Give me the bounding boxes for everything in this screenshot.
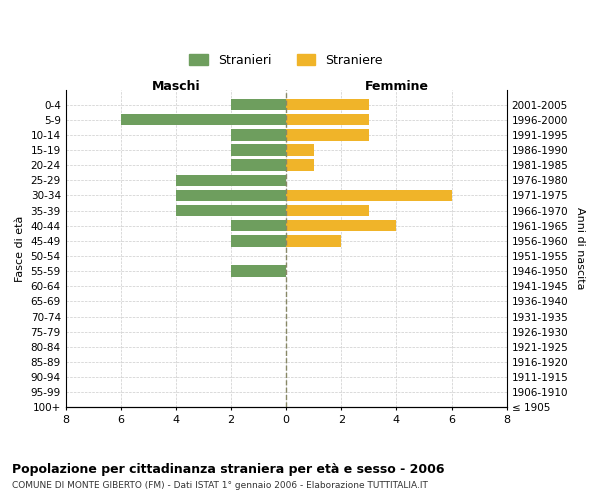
Text: Femmine: Femmine bbox=[364, 80, 428, 92]
Bar bbox=[231, 235, 286, 246]
Legend: Stranieri, Straniere: Stranieri, Straniere bbox=[184, 49, 388, 72]
Bar bbox=[286, 205, 369, 216]
Bar bbox=[286, 144, 314, 156]
Bar bbox=[231, 144, 286, 156]
Y-axis label: Fasce di età: Fasce di età bbox=[15, 216, 25, 282]
Bar bbox=[231, 266, 286, 277]
Bar bbox=[231, 220, 286, 232]
Bar bbox=[286, 129, 369, 140]
Bar bbox=[176, 174, 286, 186]
Text: COMUNE DI MONTE GIBERTO (FM) - Dati ISTAT 1° gennaio 2006 - Elaborazione TUTTITA: COMUNE DI MONTE GIBERTO (FM) - Dati ISTA… bbox=[12, 481, 428, 490]
Bar bbox=[121, 114, 286, 126]
Bar bbox=[286, 190, 452, 201]
Text: Popolazione per cittadinanza straniera per età e sesso - 2006: Popolazione per cittadinanza straniera p… bbox=[12, 462, 445, 475]
Bar bbox=[286, 160, 314, 171]
Bar bbox=[176, 190, 286, 201]
Bar bbox=[231, 129, 286, 140]
Bar bbox=[231, 160, 286, 171]
Bar bbox=[286, 235, 341, 246]
Y-axis label: Anni di nascita: Anni di nascita bbox=[575, 208, 585, 290]
Bar bbox=[286, 220, 397, 232]
Text: Maschi: Maschi bbox=[152, 80, 200, 92]
Bar bbox=[286, 99, 369, 110]
Bar bbox=[286, 114, 369, 126]
Bar bbox=[176, 205, 286, 216]
Bar bbox=[231, 99, 286, 110]
